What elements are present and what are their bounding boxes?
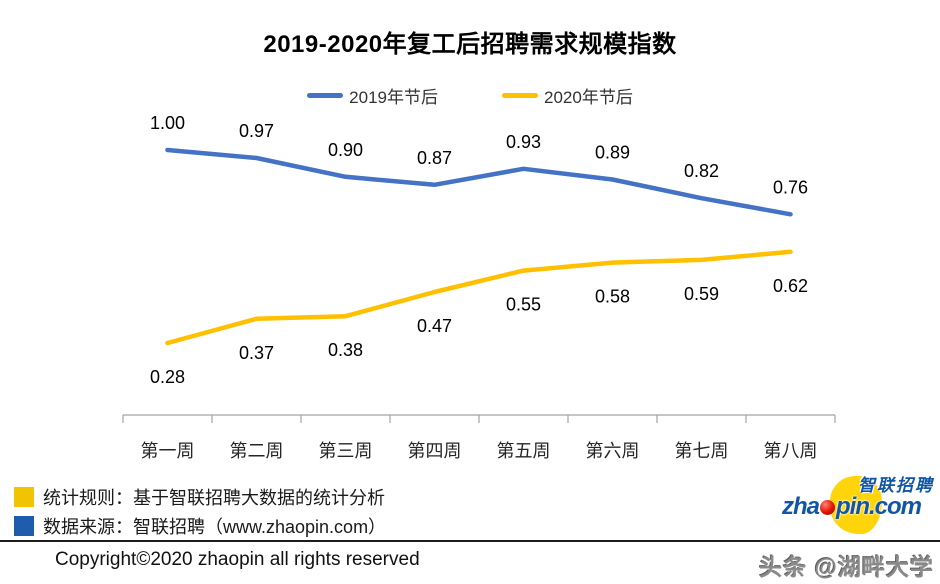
legend-item-2019年节后: 2019年节后	[307, 83, 438, 108]
data-label: 0.87	[417, 148, 452, 168]
category-label: 第四周	[408, 441, 462, 461]
note-square-swatch-icon	[14, 486, 34, 507]
data-label: 0.28	[150, 367, 185, 387]
data-label: 1.00	[150, 113, 185, 133]
category-label: 第六周	[586, 441, 640, 461]
logo-brand-cn: 智联招聘	[858, 476, 934, 495]
note-text: 数据来源：智联招聘（www.zhaopin.com）	[43, 516, 387, 537]
logo-domain-pre: zha	[782, 493, 820, 520]
logo-domain-post: pin.com	[836, 493, 922, 520]
category-label: 第八周	[764, 441, 818, 461]
note-square-swatch-icon	[14, 515, 34, 536]
legend-item-2020年节后: 2020年节后	[502, 83, 633, 108]
x-axis	[122, 414, 836, 423]
legend: 2019年节后 2020年节后	[0, 83, 940, 108]
data-label: 0.62	[773, 276, 808, 296]
data-label: 0.59	[684, 284, 719, 304]
data-label: 0.55	[506, 295, 541, 315]
data-label: 0.93	[506, 132, 541, 152]
category-label: 第三周	[319, 441, 373, 461]
legend-line-swatch-icon	[502, 93, 538, 98]
category-label: 第五周	[497, 441, 551, 461]
data-label: 0.97	[239, 121, 274, 141]
data-label: 0.90	[328, 140, 363, 160]
copyright-text: Copyright©2020 zhaopin all rights reserv…	[55, 549, 420, 570]
data-label: 0.58	[595, 287, 630, 307]
data-label: 0.47	[417, 316, 452, 336]
chart-title: 2019-2020年复工后招聘需求规模指数	[263, 31, 677, 58]
logo-domain: zha pin.com	[782, 493, 922, 521]
series-line-2020年节后	[165, 249, 793, 346]
data-label: 0.76	[773, 177, 808, 197]
footer-notes: 统计规则：基于智联招聘大数据的统计分析 数据来源：智联招聘（www.zhaopin…	[14, 482, 386, 540]
toutiao-watermark: 头条 @湖畔大学	[759, 554, 934, 580]
logo-red-dot-icon	[820, 500, 836, 515]
legend-label: 2020年节后	[544, 88, 633, 107]
note-text: 统计规则：基于智联招聘大数据的统计分析	[43, 487, 385, 508]
legend-label: 2019年节后	[349, 88, 438, 107]
category-label: 第七周	[675, 441, 729, 461]
footer-note: 统计规则：基于智联招聘大数据的统计分析	[14, 482, 386, 511]
data-label: 0.82	[684, 161, 719, 181]
logo-yellow-blob-icon	[830, 476, 882, 534]
divider-line	[0, 540, 940, 542]
data-label: 0.89	[595, 143, 630, 163]
footer-note: 数据来源：智联招聘（www.zhaopin.com）	[14, 511, 386, 540]
data-label: 0.37	[239, 343, 274, 363]
category-label: 第二周	[230, 441, 284, 461]
category-label: 第一周	[141, 441, 195, 461]
series-line-2019年节后	[165, 147, 793, 217]
zhaopin-logo: 智联招聘 zha pin.com	[782, 473, 936, 537]
data-label: 0.38	[328, 340, 363, 360]
legend-line-swatch-icon	[307, 93, 344, 98]
